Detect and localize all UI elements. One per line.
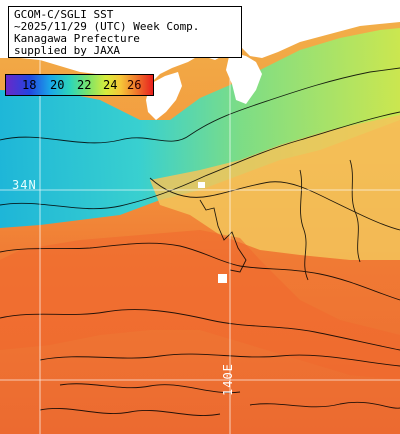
legend-label-18: 18 xyxy=(22,78,37,92)
title-line-4: supplied by JAXA xyxy=(14,44,120,57)
land-boso xyxy=(226,52,262,104)
latitude-label: 34N xyxy=(12,178,37,192)
warm-current xyxy=(0,230,400,380)
coastal-cool-water xyxy=(0,28,400,228)
map-title-box: GCOM-C/SGLI SST ~2025/11/29 (UTC) Week C… xyxy=(8,6,242,58)
longitude-label: 140E xyxy=(221,363,235,396)
land-peninsula xyxy=(146,72,182,120)
transition-water xyxy=(150,115,400,260)
sst-contours xyxy=(0,67,400,416)
temperature-legend: 18 20 22 24 26 xyxy=(5,74,154,96)
title-line-2: ~2025/11/29 (UTC) Week Comp. xyxy=(14,20,200,33)
legend-label-22: 22 xyxy=(77,78,92,92)
land-island xyxy=(198,182,205,188)
legend-label-26: 26 xyxy=(127,78,142,92)
legend-label-24: 24 xyxy=(103,78,118,92)
legend-label-20: 20 xyxy=(50,78,65,92)
title-line-3: Kanagawa Prefecture xyxy=(14,32,140,45)
title-line-1: GCOM-C/SGLI SST xyxy=(14,8,114,21)
land-island xyxy=(218,274,227,283)
